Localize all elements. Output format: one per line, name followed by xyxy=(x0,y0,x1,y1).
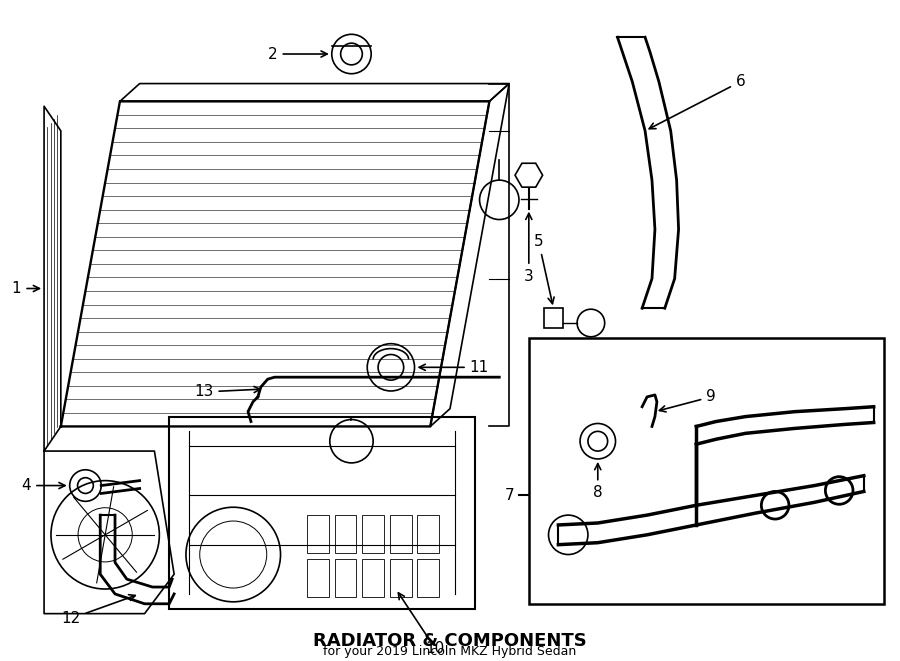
Bar xyxy=(307,559,328,597)
Text: 1: 1 xyxy=(12,281,40,296)
Text: 8: 8 xyxy=(593,463,603,500)
Text: 5: 5 xyxy=(534,234,554,303)
Bar xyxy=(418,559,439,597)
Text: 4: 4 xyxy=(22,478,65,493)
Bar xyxy=(363,515,384,553)
Bar xyxy=(307,515,328,553)
Bar xyxy=(169,416,474,609)
Text: 6: 6 xyxy=(649,74,745,129)
Text: 3: 3 xyxy=(524,214,534,284)
Text: 12: 12 xyxy=(61,595,135,626)
Text: for your 2019 Lincoln MKZ Hybrid Sedan: for your 2019 Lincoln MKZ Hybrid Sedan xyxy=(323,644,577,658)
Bar xyxy=(363,559,384,597)
Text: RADIATOR & COMPONENTS: RADIATOR & COMPONENTS xyxy=(313,632,587,650)
Text: 2: 2 xyxy=(268,46,327,61)
Bar xyxy=(390,515,411,553)
Bar xyxy=(529,338,884,603)
Text: 9: 9 xyxy=(660,389,716,412)
Bar xyxy=(418,515,439,553)
Bar xyxy=(335,515,356,553)
Text: 10: 10 xyxy=(399,593,445,656)
Text: 7: 7 xyxy=(504,488,514,503)
Text: 11: 11 xyxy=(419,360,489,375)
Text: 13: 13 xyxy=(194,385,260,399)
Bar xyxy=(335,559,356,597)
Bar xyxy=(544,308,563,328)
Bar xyxy=(390,559,411,597)
